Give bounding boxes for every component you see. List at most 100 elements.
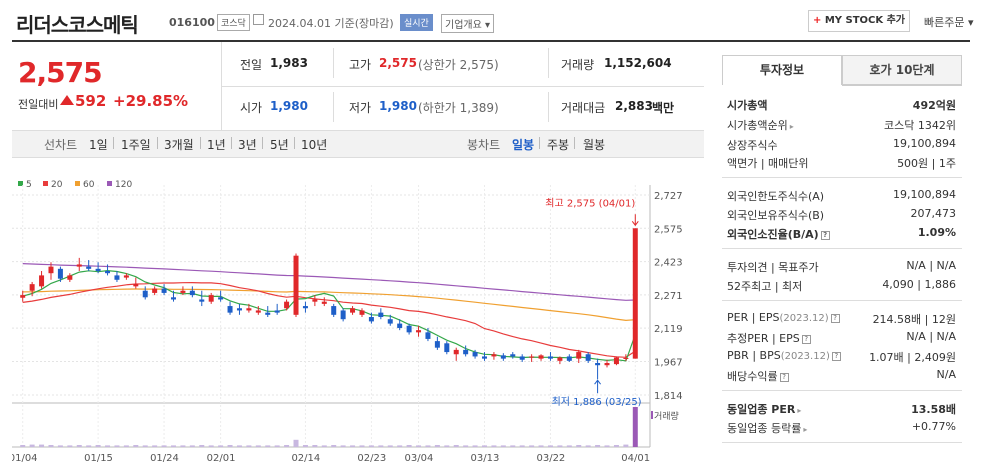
- pbr-value: 1.07배 | 2,409원: [869, 351, 956, 364]
- calendar-icon: [253, 14, 264, 25]
- volume-bar: [613, 445, 619, 447]
- period-3m[interactable]: 3개월: [164, 138, 194, 152]
- candle-body: [397, 323, 403, 328]
- volume-bar: [529, 445, 535, 447]
- volume-bar: [29, 444, 35, 447]
- foreign-hold-label: 외국인보유주식수(B): [727, 209, 825, 222]
- candle-weekly[interactable]: 주봉: [547, 138, 570, 152]
- candle-monthly[interactable]: 월봉: [583, 138, 606, 152]
- volume-legend-swatch: [651, 411, 653, 419]
- period-10y[interactable]: 10년: [301, 138, 328, 152]
- price-change: 592: [75, 92, 107, 110]
- period-3y[interactable]: 3년: [238, 138, 257, 152]
- legend-label-5: 5: [26, 180, 32, 190]
- low-value: 1,980: [379, 99, 417, 113]
- period-5y[interactable]: 5년: [270, 138, 289, 152]
- quick-order-dropdown[interactable]: 빠른주문 ▾: [924, 16, 974, 29]
- volume-bar: [585, 445, 591, 447]
- y-tick-label: 2,575: [654, 224, 683, 235]
- price-chart[interactable]: 5 20 60 120 2,727 2,575 2,423 2,271 2,119 1,967 1,…: [12, 175, 712, 469]
- volume-bar: [340, 445, 346, 447]
- pbr-label[interactable]: PBR | BPS(2023.12)?: [727, 349, 841, 362]
- eper-label[interactable]: 추정PER | EPS?: [727, 330, 811, 346]
- candle-body: [491, 354, 497, 357]
- candle-body: [312, 299, 318, 302]
- candle-body: [180, 290, 186, 293]
- volume-bar: [312, 445, 318, 447]
- candle-body: [48, 266, 54, 274]
- volume-bar: [425, 445, 431, 447]
- candle-body: [29, 284, 35, 291]
- separator: [231, 137, 232, 149]
- x-tick-label: 02/14: [291, 453, 320, 464]
- candle-body: [416, 330, 422, 333]
- ma120-line: [22, 263, 636, 301]
- candle-daily[interactable]: 일봉: [512, 138, 535, 152]
- candle-body: [444, 343, 450, 353]
- candle-body: [547, 356, 553, 359]
- candle-body: [302, 306, 308, 309]
- foreign-ratio-label[interactable]: 외국인소진율(B/A)?: [727, 226, 830, 242]
- div-label[interactable]: 배당수익률?: [727, 368, 789, 384]
- candle-body: [284, 301, 290, 309]
- volume-bar: [463, 445, 469, 447]
- period-1w[interactable]: 1주일: [121, 138, 151, 152]
- volume-bar: [397, 445, 403, 447]
- divider: [722, 248, 962, 249]
- period-1y[interactable]: 1년: [207, 138, 226, 152]
- volume-bar: [265, 445, 271, 447]
- low-annotation: 최저 1,886 (03/25): [552, 396, 642, 408]
- volume-bar: [208, 445, 214, 447]
- volume-bar: [547, 445, 553, 447]
- volume-bar: [557, 445, 563, 447]
- div-value: N/A: [936, 368, 956, 381]
- realtime-button[interactable]: 실시간: [400, 14, 433, 31]
- current-price: 2,575: [18, 56, 103, 89]
- volume-bar: [604, 445, 610, 447]
- foreign-hold-value: 207,473: [910, 207, 957, 220]
- volume-bar: [133, 445, 139, 447]
- divider: [722, 442, 962, 443]
- help-icon: ?: [830, 313, 840, 323]
- candle-body: [585, 354, 591, 361]
- foreign-limit-value: 19,100,894: [893, 188, 956, 201]
- volume-axis-label: 거래량: [654, 410, 679, 422]
- prev-label: 전일: [240, 58, 263, 72]
- candle-body: [123, 275, 129, 278]
- candle-body: [199, 299, 205, 302]
- separator: [574, 137, 575, 149]
- volume-value: 1,152,604: [604, 56, 672, 70]
- volume-bar: [368, 445, 374, 447]
- x-tick-label: 02/23: [357, 453, 386, 464]
- quote-date: 2024.04.01 기준(장마감): [268, 17, 394, 30]
- volume-bar: [189, 445, 195, 447]
- per-label[interactable]: PER | EPS(2023.12)?: [727, 311, 840, 324]
- corp-info-dropdown[interactable]: 기업개요 ▾: [441, 14, 494, 33]
- candle-body: [529, 356, 535, 358]
- candle-body: [86, 266, 92, 269]
- par-label: 액면가 | 매매단위: [727, 157, 809, 170]
- y-tick-label: 2,119: [654, 324, 683, 335]
- tab-invest-info[interactable]: 투자정보: [722, 55, 842, 85]
- period-1d[interactable]: 1일: [89, 138, 108, 152]
- candle-body: [368, 317, 374, 322]
- candle-body: [208, 295, 214, 302]
- volume-bar: [350, 445, 356, 447]
- y-tick-label: 2,271: [654, 291, 683, 302]
- candle-body: [236, 308, 242, 311]
- candle-body: [39, 275, 45, 287]
- pbr-label-text: PBR | BPS: [727, 349, 781, 362]
- candle-body: [95, 268, 101, 272]
- mystock-add-button[interactable]: + MY STOCK 추가: [808, 10, 910, 32]
- sector-per-label[interactable]: 동일업종 PER ▸: [727, 401, 801, 417]
- tab-orderbook[interactable]: 호가 10단계: [842, 55, 962, 85]
- volume-bar: [566, 445, 572, 447]
- volume-bar: [284, 445, 290, 447]
- candle-body: [67, 275, 73, 280]
- x-tick-label: 01/15: [84, 453, 113, 464]
- rank-label[interactable]: 시가총액순위 ▸: [727, 117, 794, 133]
- volume-bar: [67, 445, 73, 447]
- volume-bar: [180, 445, 186, 447]
- sector-rate-label[interactable]: 동일업종 등락률 ▸: [727, 420, 807, 436]
- volume-bar: [482, 445, 487, 447]
